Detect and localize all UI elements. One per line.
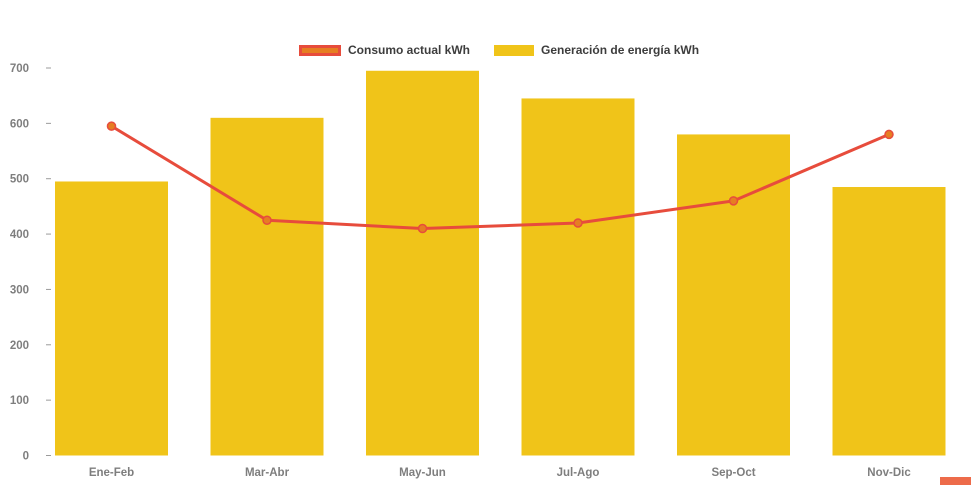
x-axis-label-Nov-Dic: Nov-Dic [867,467,911,479]
bar-May-Jun[interactable] [366,70,479,456]
bar-Jul-Ago[interactable] [521,98,635,456]
x-axis-label-Ene-Feb: Ene-Feb [89,467,134,479]
line-consumo [110,124,891,231]
legend-label-consumo: Consumo actual kWh [348,43,471,57]
y-axis-label: 200 [10,340,29,352]
y-axis-label: 300 [10,284,29,296]
point-Sep-Oct[interactable] [728,196,739,206]
x-axis-label-Jul-Ago: Jul-Ago [557,467,600,479]
bar-Sep-Oct[interactable] [677,134,790,456]
y-axis-label: 700 [10,63,29,75]
legend-item-generacion[interactable]: Generación de energía kWh [494,43,699,57]
y-axis-label: 400 [10,229,29,241]
x-axis-label-Mar-Abr: Mar-Abr [245,467,290,479]
legend-swatch-consumo-icon [299,44,341,56]
point-Ene-Feb[interactable] [106,121,117,131]
bar-Mar-Abr[interactable] [210,117,324,456]
bar-Ene-Feb[interactable] [55,181,168,456]
x-axis-label-Sep-Oct: Sep-Oct [711,467,755,479]
y-axis-label: 0 [23,451,29,463]
legend-label-generacion: Generación de energía kWh [541,43,700,57]
x-axis-label-May-Jun: May-Jun [399,467,446,479]
y-axis-label: 500 [10,174,29,186]
y-axis-label: 100 [10,395,29,407]
legend-item-consumo[interactable]: Consumo actual kWh [299,43,470,57]
point-Mar-Abr[interactable] [262,215,272,225]
point-Nov-Dic[interactable] [884,129,894,140]
point-Jul-Ago[interactable] [573,218,583,228]
legend-swatch-generacion-icon [494,44,535,56]
bar-Nov-Dic[interactable] [832,187,946,456]
point-May-Jun[interactable] [417,223,428,234]
bottom-right-accent [940,477,971,485]
y-axis-label: 600 [10,118,29,130]
chart-legend: Consumo actual kWh Generación de energía… [299,43,699,57]
